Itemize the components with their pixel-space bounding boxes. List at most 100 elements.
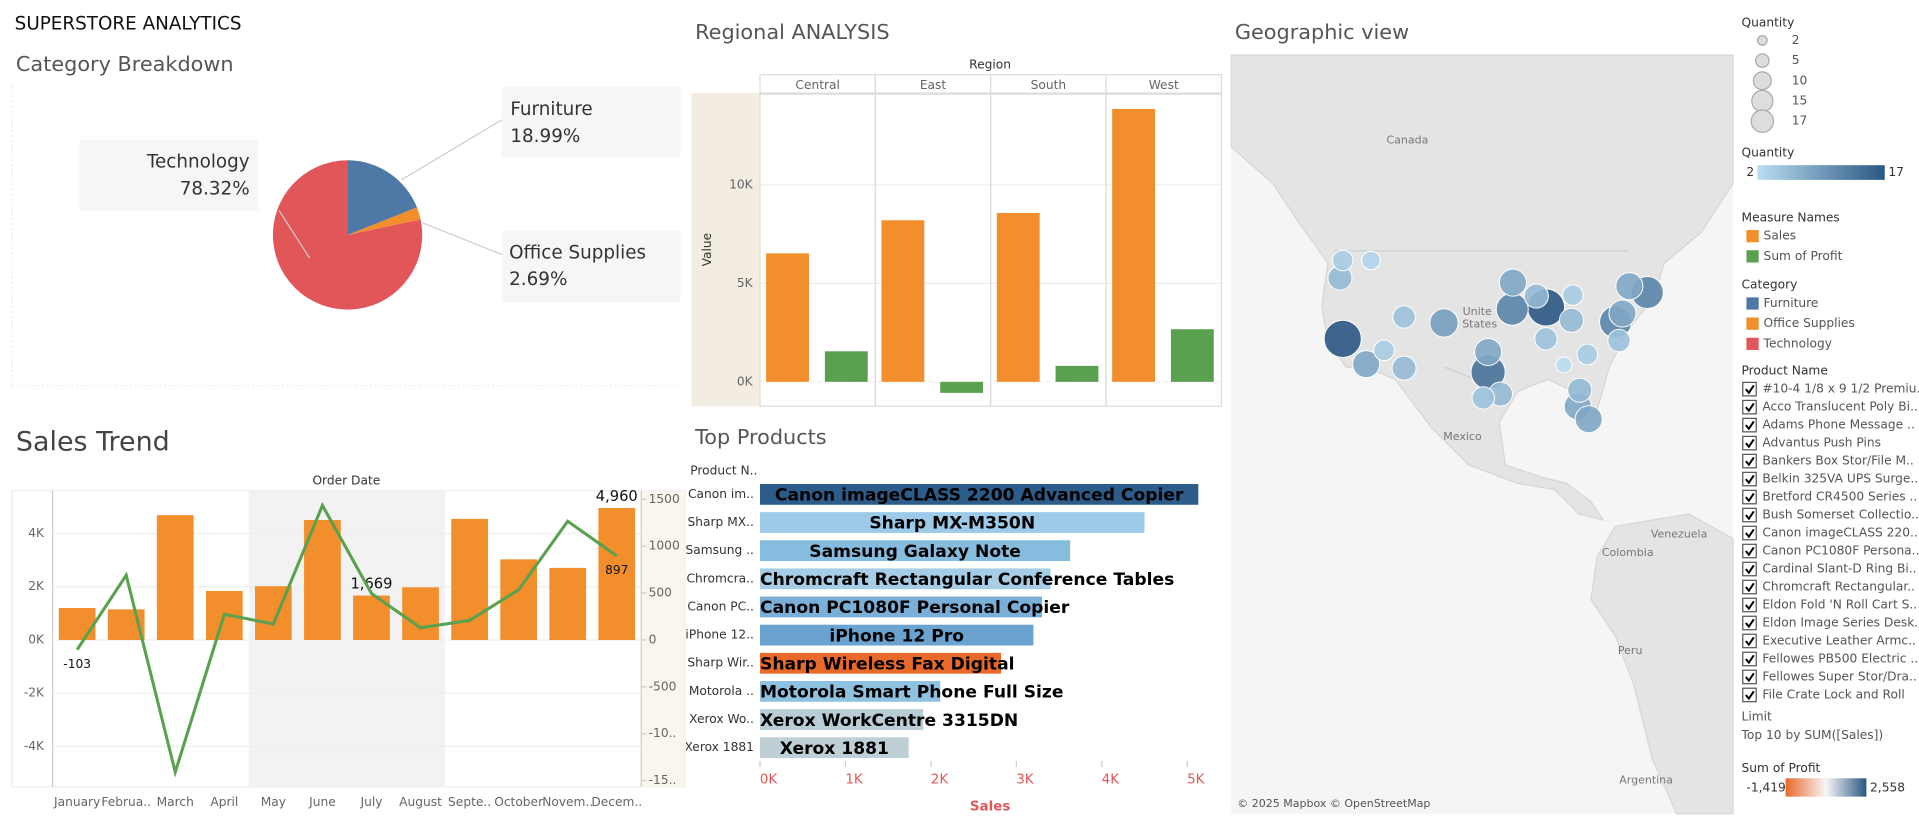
legend-label: 10 (1792, 73, 1808, 87)
checkbox[interactable] (1742, 399, 1757, 415)
checkbox[interactable] (1742, 471, 1757, 487)
filter-item[interactable]: Chromcraft Rectangular.. (1762, 580, 1915, 594)
legend-swatch (1746, 250, 1759, 263)
y2-tick-label: -15.. (649, 773, 677, 787)
check-mark (1745, 564, 1755, 575)
bar (881, 220, 925, 382)
check-mark (1745, 654, 1755, 665)
bar (940, 381, 984, 393)
filter-item[interactable]: Cardinal Slant-D Ring Bi.. (1762, 562, 1916, 576)
color-ramp (1757, 165, 1885, 180)
filter-item[interactable]: Eldon Fold 'N Roll Cart S.. (1762, 597, 1917, 611)
checkbox[interactable] (1742, 615, 1757, 631)
checkbox[interactable] (1742, 525, 1757, 541)
legend-label: 15 (1792, 93, 1808, 107)
checkbox[interactable] (1742, 561, 1757, 577)
y-tick-label: Xerox Wo.. (689, 712, 754, 726)
y-tick-label: Motorola .. (689, 684, 754, 698)
checkbox[interactable] (1742, 651, 1757, 667)
filter-item[interactable]: Canon PC1080F Persona.. (1762, 544, 1919, 558)
legend-label: 17 (1792, 114, 1808, 128)
legend-label: Top 10 by SUM([Sales]) (1741, 728, 1884, 742)
checkbox[interactable] (1742, 633, 1757, 649)
y2-tick-label: -10.. (649, 726, 677, 740)
label-box (79, 139, 259, 211)
filter-item[interactable]: #10-4 1/8 x 9 1/2 Premiu.. (1762, 382, 1919, 396)
checkbox[interactable] (1742, 579, 1757, 595)
legend-label: Sum of Profit (1764, 249, 1843, 263)
map-point (1331, 249, 1354, 272)
legend-swatch (1746, 317, 1759, 330)
data-label: -103 (63, 657, 91, 671)
checkbox[interactable] (1742, 597, 1757, 613)
map-point (1576, 343, 1599, 366)
y-tick-label: 2K (28, 579, 45, 593)
checkbox[interactable] (1742, 543, 1757, 559)
filter-item[interactable]: Bankers Box Stor/File M.. (1762, 454, 1913, 468)
checkbox[interactable] (1742, 489, 1757, 505)
checkbox[interactable] (1742, 687, 1757, 703)
filter-item[interactable]: Fellowes PB500 Electric .. (1762, 651, 1918, 665)
y-tick-label: 10K (729, 177, 754, 191)
filter-item[interactable]: Bretford CR4500 Series .. (1762, 490, 1917, 504)
bar (760, 624, 1034, 646)
bar (996, 212, 1040, 382)
map-title: Geographic view (1235, 20, 1409, 44)
legend-label: 5 (1792, 53, 1800, 67)
check-mark (1745, 510, 1755, 521)
filter-item[interactable]: Adams Phone Message .. (1762, 418, 1914, 432)
legend-size (1751, 89, 1774, 113)
x-tick-label: July (359, 795, 382, 809)
bar (760, 540, 1071, 562)
axis-panel (641, 490, 686, 787)
y-tick-label: Sharp MX.. (688, 515, 754, 529)
bar-label: Canon PC1080F Personal Copier (760, 598, 1070, 618)
bar-label: Sharp Wireless Fax Digital (760, 654, 1014, 674)
y-tick-label: Sharp Wir.. (687, 656, 754, 670)
check-mark (1745, 600, 1755, 611)
checkbox[interactable] (1742, 381, 1757, 397)
x-tick-label: Februa.. (101, 795, 151, 809)
y2-tick-label: 0 (649, 632, 657, 646)
filter-item[interactable]: Eldon Image Series Desk.. (1762, 615, 1919, 629)
x-tick-label: October (494, 795, 544, 809)
bar (1170, 329, 1214, 382)
panel (1105, 74, 1223, 95)
check-mark (1745, 618, 1755, 629)
check-mark (1745, 420, 1755, 431)
checkbox[interactable] (1742, 453, 1757, 469)
checkbox[interactable] (1742, 417, 1757, 433)
y-tick-label: Chromcra.. (686, 571, 753, 585)
x-tick-label: Septe.. (448, 795, 491, 809)
bar-label: Xerox 1881 (780, 739, 889, 759)
filter-item[interactable]: Fellowes Super Stor/Dra.. (1762, 669, 1916, 683)
bar (402, 587, 439, 640)
data-label: 4,960 (596, 488, 638, 505)
checkbox[interactable] (1742, 669, 1757, 685)
bar-label: Sharp MX-M350N (869, 514, 1035, 534)
legend-label: Technology (1763, 336, 1832, 350)
map-point (1555, 356, 1573, 374)
x-tick-label: March (157, 795, 194, 809)
legend-label: 2,558 (1870, 781, 1905, 795)
filter-item[interactable]: Bush Somerset Collectio.. (1762, 508, 1919, 522)
land (1230, 54, 1734, 522)
bar (760, 512, 1145, 533)
filter-item[interactable]: Advantus Push Pins (1762, 436, 1881, 450)
map-point (1534, 327, 1558, 351)
filter-item[interactable]: Executive Leather Armc.. (1762, 633, 1916, 647)
y-tick-label: 5K (737, 276, 754, 290)
bar (58, 608, 96, 640)
check-mark (1745, 672, 1755, 683)
label-box (501, 86, 681, 158)
filter-item[interactable]: Belkin 325VA UPS Surge.. (1762, 472, 1918, 486)
bar (304, 519, 341, 640)
filter-item[interactable]: Canon imageCLASS 220.. (1762, 526, 1917, 540)
checkbox[interactable] (1742, 507, 1757, 523)
filter-item[interactable]: File Crate Lock and Roll (1762, 687, 1904, 701)
filter-item[interactable]: Acco Translucent Poly Bi.. (1762, 400, 1917, 414)
place-label: Mexico (1443, 430, 1482, 443)
checkbox[interactable] (1742, 435, 1757, 451)
